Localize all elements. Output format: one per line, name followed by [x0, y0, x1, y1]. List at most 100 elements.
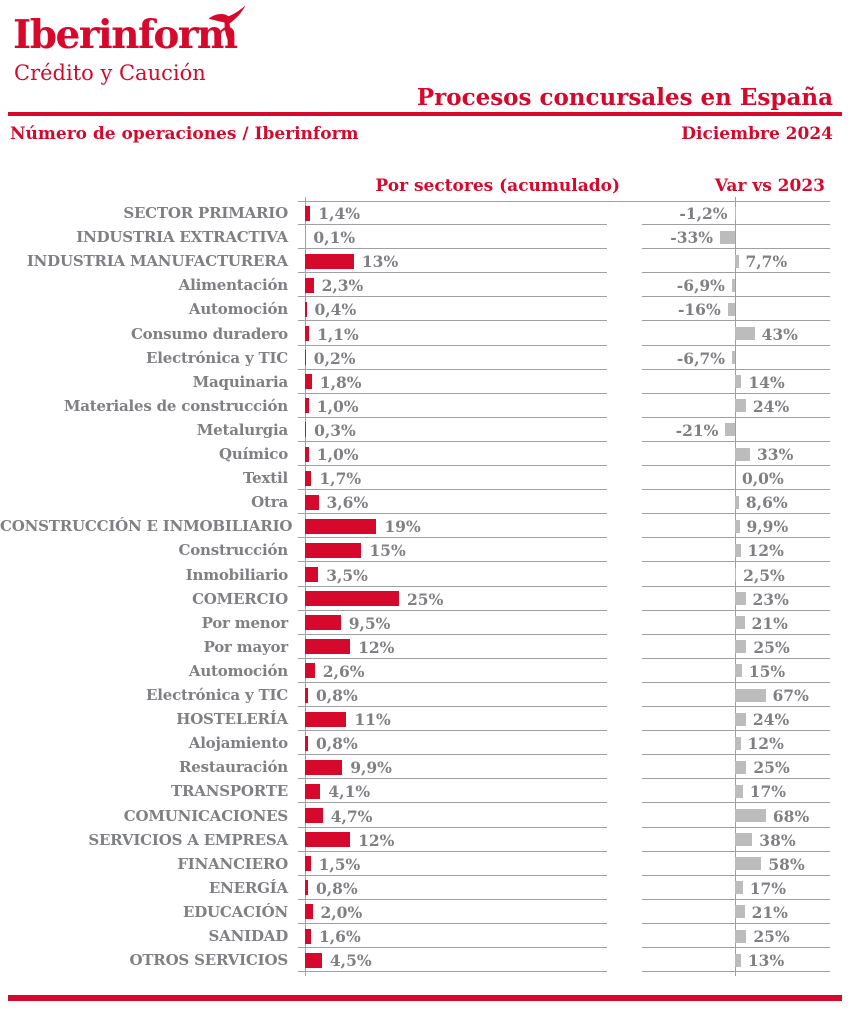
sector-label: COMUNICACIONES	[123, 806, 288, 825]
sector-bar	[305, 928, 311, 944]
sector-label: Consumo duradero	[130, 324, 288, 343]
sector-bar	[305, 350, 306, 366]
sector-value: 25%	[407, 589, 444, 609]
sector-bar	[305, 687, 308, 703]
var-bar	[720, 230, 735, 244]
sector-value: 1,4%	[318, 204, 360, 223]
chart-row: Textil 1,7% 0,0%	[0, 466, 850, 491]
chart-row: ENERGÍA 0,8% 17%	[0, 876, 850, 900]
var-value: -6,9%	[676, 276, 725, 296]
var-bar	[735, 495, 739, 509]
var-value: 58%	[768, 854, 805, 874]
chart-row: Automoción 2,6% 15%	[0, 659, 850, 683]
sector-bar	[305, 711, 347, 727]
var-bar	[735, 640, 747, 654]
sector-label: Alojamiento	[188, 734, 288, 753]
var-bar-cell: 2,5%	[642, 563, 830, 587]
sector-label: Electrónica y TIC	[146, 686, 288, 704]
sector-bar	[305, 542, 362, 558]
subtitle-left: Número de operaciones / Iberinform	[10, 124, 359, 144]
sector-value: 1,1%	[317, 324, 359, 344]
var-value: 2,5%	[743, 565, 785, 585]
subtitle-date: Diciembre 2024	[681, 124, 833, 144]
var-bar	[735, 857, 762, 871]
sector-bar	[305, 567, 319, 582]
var-bar	[735, 712, 746, 726]
var-bar-cell: 7,7%	[642, 249, 830, 274]
sector-label: TRANSPORTE	[171, 782, 288, 801]
sector-bar-cell: 19%	[298, 514, 607, 539]
sector-label: Textil	[242, 469, 288, 488]
var-value: 38%	[759, 830, 796, 850]
iberinform-logo-text: Iberinform	[13, 12, 238, 58]
chart-row: SECTOR PRIMARIO 1,4% -1,2%	[0, 201, 850, 226]
var-value: 17%	[749, 878, 786, 898]
chart-row: SERVICIOS A EMPRESA 12% 38%	[0, 828, 850, 852]
var-value: 12%	[747, 541, 784, 561]
sector-bar-cell: 1,0%	[298, 442, 607, 467]
var-value: 25%	[753, 637, 790, 657]
sector-bar	[305, 301, 307, 317]
var-bar-cell: 25%	[642, 924, 830, 949]
var-value: 43%	[761, 324, 798, 344]
chart-row: CONSTRUCCIÓN E INMOBILIARIO 19% 9,9%	[0, 514, 850, 539]
sector-bar	[305, 277, 314, 293]
sector-bar-cell: 0,1%	[298, 225, 607, 250]
var-bar	[735, 568, 737, 581]
sector-bar-cell: 1,4%	[298, 201, 607, 226]
sector-bar	[305, 374, 312, 390]
chart-row: Alimentación 2,3% -6,9%	[0, 273, 850, 298]
sector-bar	[305, 639, 351, 655]
var-bar	[735, 784, 743, 798]
sector-bar-cell: 15%	[298, 538, 607, 563]
sector-bar-cell: 1,0%	[298, 394, 607, 418]
chart-top-gridline	[298, 201, 830, 202]
var-bar	[735, 375, 742, 389]
column-header-sectors: Por sectores (acumulado)	[375, 176, 620, 196]
var-bar-cell: 15%	[642, 659, 830, 683]
sector-bar-cell: 2,6%	[298, 659, 607, 683]
sector-label: Por menor	[201, 613, 289, 632]
chart-row: Consumo duradero 1,1% 43%	[0, 322, 850, 346]
logo-subtitle: Crédito y Caución	[14, 61, 206, 85]
var-value: 24%	[752, 396, 790, 416]
sector-value: 1,7%	[319, 469, 362, 489]
sector-bar	[305, 446, 309, 462]
sector-label: Inmobiliario	[185, 565, 289, 584]
var-value: 67%	[772, 686, 809, 705]
sector-bar-cell: 9,9%	[298, 755, 607, 780]
chart-row: Inmobiliario 3,5% 2,5%	[0, 563, 850, 587]
sector-bar-chart: SECTOR PRIMARIO 1,4% -1,2% INDUSTRIA EXTRAC…	[0, 197, 850, 976]
var-value: 0,0%	[742, 469, 784, 489]
var-bar-cell: 24%	[642, 707, 830, 732]
chart-row: Otra 3,6% 8,6%	[0, 490, 850, 515]
var-bar	[725, 423, 735, 437]
sector-value: 0,1%	[313, 228, 356, 248]
var-bar-cell: 24%	[642, 394, 830, 418]
var-bar	[727, 302, 735, 316]
var-bar-cell: 67%	[642, 683, 830, 708]
var-bar-cell: 23%	[642, 587, 830, 611]
var-bar	[735, 736, 741, 750]
sector-label: Maquinaria	[192, 372, 289, 391]
var-value: -33%	[670, 228, 713, 248]
var-value: 33%	[757, 445, 794, 464]
var-bar-cell: 33%	[642, 442, 830, 467]
var-bar	[735, 447, 750, 461]
var-bar-cell: 17%	[642, 779, 830, 804]
var-value: 9,9%	[746, 517, 789, 537]
sector-value: 0,2%	[313, 348, 356, 368]
var-bar	[735, 616, 745, 630]
var-value: -1,2%	[679, 204, 728, 223]
var-bar-cell: 25%	[642, 755, 830, 780]
chart-row: OTROS SERVICIOS 4,5% 13%	[0, 948, 850, 973]
sector-value: 0,4%	[314, 300, 357, 320]
sector-value: 9,9%	[350, 758, 392, 778]
chart-row: Materiales de construcción 1,0% 24%	[0, 394, 850, 418]
sector-bar	[305, 326, 310, 341]
chart-row: Electrónica y TIC 0,8% 67%	[0, 683, 850, 708]
chart-row: Alojamiento 0,8% 12%	[0, 731, 850, 756]
chart-row: Restauración 9,9% 25%	[0, 755, 850, 780]
sector-value: 4,1%	[328, 782, 371, 802]
